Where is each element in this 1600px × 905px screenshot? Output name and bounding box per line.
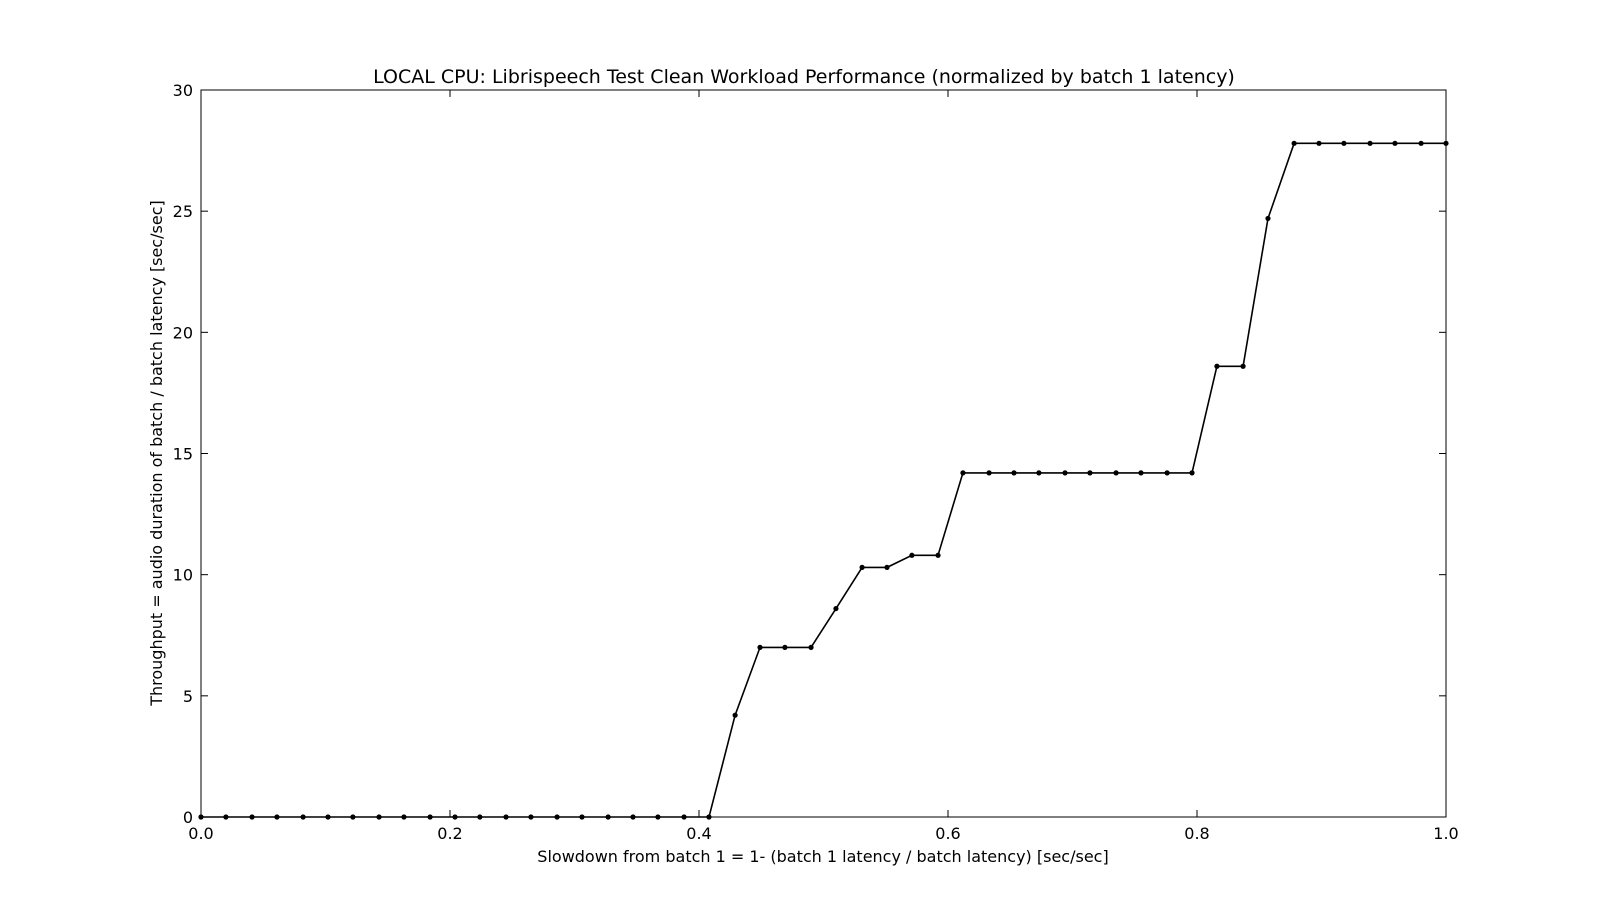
data-point [300, 814, 306, 820]
data-point [427, 814, 433, 820]
data-point [579, 814, 585, 820]
data-point [528, 814, 534, 820]
y-tick-label: 10 [173, 566, 193, 585]
x-tick-label: 0.6 [935, 824, 960, 843]
data-point [1418, 140, 1424, 146]
x-axis-label: Slowdown from batch 1 = 1- (batch 1 late… [537, 847, 1108, 866]
data-point [350, 814, 356, 820]
series-line [201, 142, 1446, 818]
y-tick-label: 5 [183, 687, 193, 706]
chart-title: LOCAL CPU: Librispeech Test Clean Worklo… [373, 66, 1235, 88]
y-tick-label: 0 [183, 808, 193, 827]
x-tick-label: 0.8 [1184, 824, 1209, 843]
data-point [935, 552, 941, 558]
data-point [630, 814, 636, 820]
y-tick-labels: 0 5 10 15 20 25 30 [173, 81, 193, 827]
data-point [1214, 363, 1220, 369]
data-point [1367, 140, 1373, 146]
data-point [325, 814, 331, 820]
y-tick-label: 20 [173, 323, 193, 342]
data-point [1316, 140, 1322, 146]
x-tick-label: 0.4 [686, 824, 711, 843]
x-tick-label: 0.2 [437, 824, 462, 843]
data-point [1240, 363, 1246, 369]
data-point [1113, 470, 1119, 476]
x-tick-label: 0.0 [188, 824, 213, 843]
y-tick-label: 15 [173, 445, 193, 464]
y-tick-label: 30 [173, 81, 193, 100]
data-point [376, 814, 382, 820]
y-tick-label: 25 [173, 202, 193, 221]
series-group [198, 140, 1449, 820]
plot-area [200, 89, 1447, 818]
data-point [1138, 470, 1144, 476]
data-point [782, 644, 788, 650]
data-point [1291, 140, 1297, 146]
data-point [757, 644, 763, 650]
data-point [198, 814, 204, 820]
data-point [605, 814, 611, 820]
data-point [833, 605, 839, 612]
data-point [681, 814, 687, 820]
data-point [884, 564, 890, 570]
data-point [452, 814, 458, 820]
data-point [1341, 140, 1347, 146]
data-point [1011, 470, 1017, 476]
data-point [1087, 470, 1093, 476]
data-point [859, 564, 865, 570]
data-point [503, 814, 509, 820]
data-point [706, 814, 712, 820]
data-point [1164, 470, 1170, 476]
data-point [477, 814, 483, 820]
x-tick-labels: 0.0 0.2 0.4 0.6 0.8 1.0 [188, 824, 1458, 843]
x-tick-label: 1.0 [1433, 824, 1458, 843]
data-point [986, 470, 992, 476]
data-point [401, 814, 407, 820]
data-point [1265, 215, 1271, 222]
data-point [960, 470, 966, 476]
data-point [1392, 140, 1398, 146]
data-point [909, 552, 915, 558]
data-point [1443, 140, 1449, 146]
data-point [274, 814, 280, 820]
data-point [554, 814, 560, 820]
y-axis-label: Throughput = audio duration of batch / b… [147, 200, 166, 707]
data-point [655, 814, 661, 820]
data-point [1062, 470, 1068, 476]
data-point [732, 712, 738, 718]
data-point [249, 814, 255, 820]
data-point [1036, 470, 1042, 476]
data-point [808, 644, 814, 650]
data-point [1189, 470, 1195, 476]
axis-ticks [200, 89, 1447, 818]
data-point [223, 814, 229, 820]
